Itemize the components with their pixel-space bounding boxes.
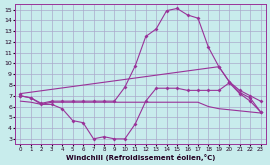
- X-axis label: Windchill (Refroidissement éolien,°C): Windchill (Refroidissement éolien,°C): [66, 154, 215, 161]
